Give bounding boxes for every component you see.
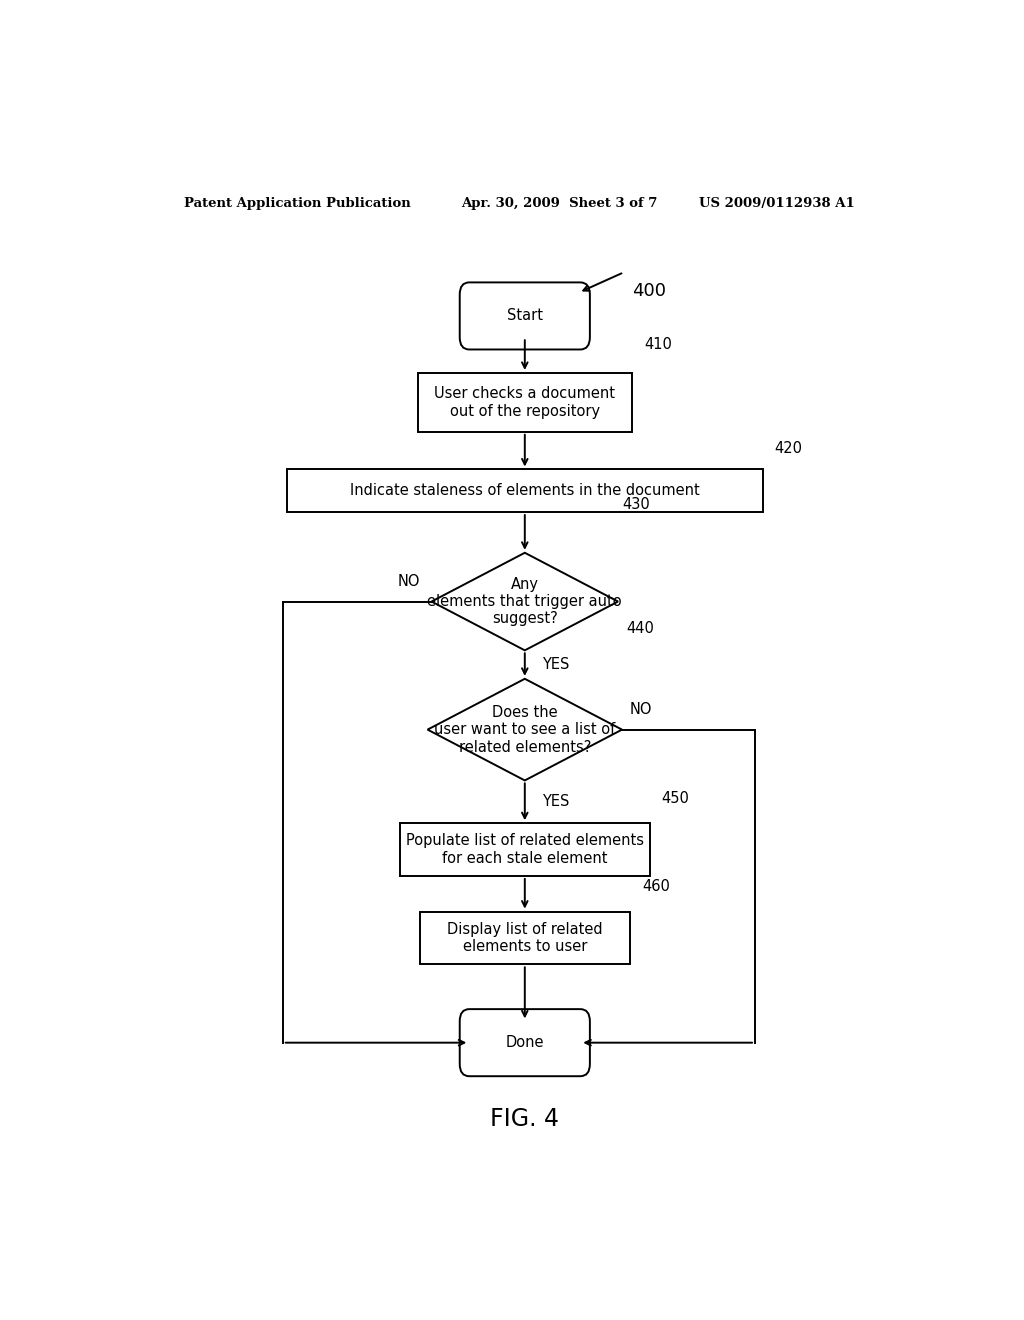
Bar [418,372,632,432]
Text: 460: 460 [642,879,670,894]
Text: 400: 400 [632,281,666,300]
Bar [420,912,630,965]
Text: FIG. 4: FIG. 4 [490,1107,559,1131]
Text: Display list of related
elements to user: Display list of related elements to user [447,921,602,954]
Text: US 2009/0112938 A1: US 2009/0112938 A1 [699,197,855,210]
Text: NO: NO [630,702,652,718]
Text: Done: Done [506,1035,544,1051]
FancyBboxPatch shape [460,1008,590,1076]
Text: Indicate staleness of elements in the document: Indicate staleness of elements in the do… [350,483,699,498]
Text: 420: 420 [775,441,803,455]
Bar [399,824,650,876]
Text: Start: Start [507,309,543,323]
Polygon shape [431,553,618,651]
Text: 430: 430 [622,496,650,512]
Text: Any
elements that trigger auto
suggest?: Any elements that trigger auto suggest? [427,577,623,627]
Text: Does the
user want to see a list of
related elements?: Does the user want to see a list of rela… [434,705,615,755]
Polygon shape [428,678,622,780]
Text: YES: YES [543,795,569,809]
FancyBboxPatch shape [460,282,590,350]
Text: NO: NO [397,574,420,589]
Text: 410: 410 [644,338,672,352]
Text: 440: 440 [626,620,654,636]
Text: YES: YES [543,657,569,672]
Text: User checks a document
out of the repository: User checks a document out of the reposi… [434,387,615,418]
Text: 450: 450 [662,791,689,805]
Bar [287,470,763,512]
Text: Populate list of related elements
for each stale element: Populate list of related elements for ea… [406,833,644,866]
Text: Apr. 30, 2009  Sheet 3 of 7: Apr. 30, 2009 Sheet 3 of 7 [461,197,657,210]
Text: Patent Application Publication: Patent Application Publication [183,197,411,210]
